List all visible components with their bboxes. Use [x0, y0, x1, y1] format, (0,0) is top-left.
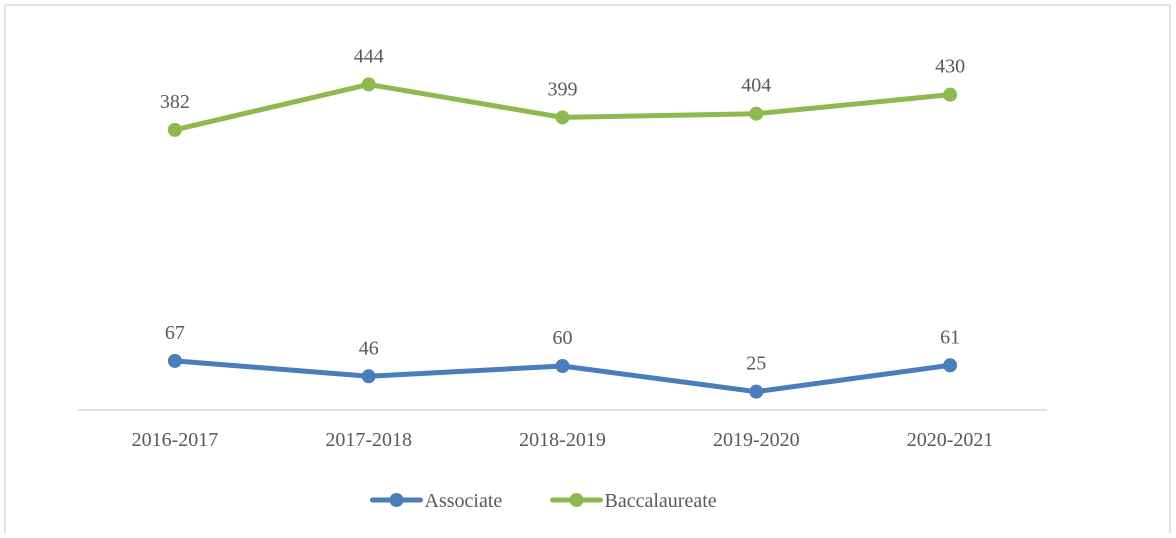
- data-label-baccalaureate: 430: [935, 56, 965, 78]
- data-point-associate: [943, 358, 958, 373]
- data-point-associate: [361, 369, 376, 384]
- data-label-baccalaureate: 382: [160, 91, 190, 113]
- x-tick-label: 2018-2019: [519, 429, 606, 451]
- data-label-baccalaureate: 404: [741, 75, 771, 97]
- data-point-associate: [749, 384, 764, 399]
- data-label-associate: 61: [940, 326, 960, 348]
- legend-marker-baccalaureate: [569, 493, 584, 507]
- data-point-baccalaureate: [555, 110, 570, 125]
- data-point-baccalaureate: [167, 122, 182, 137]
- plot-area: 2016-2017 2017-2018 2018-2019 2019-2020 2020…: [78, 45, 1047, 451]
- x-tick-label: 2017-2018: [325, 429, 412, 451]
- data-label-associate: 67: [165, 322, 185, 344]
- x-tick-label: 2019-2020: [713, 429, 800, 451]
- legend: Associate Baccalaureate: [370, 490, 717, 512]
- data-label-associate: 25: [746, 353, 766, 375]
- data-label-baccalaureate: 399: [548, 78, 578, 100]
- data-label-baccalaureate: 444: [354, 45, 384, 67]
- data-point-baccalaureate: [943, 87, 958, 102]
- data-label-associate: 46: [359, 337, 379, 359]
- legend-marker-associate: [389, 493, 404, 507]
- data-point-associate: [555, 359, 570, 373]
- legend-label-baccalaureate: Baccalaureate: [605, 490, 717, 512]
- data-point-baccalaureate: [749, 106, 764, 121]
- data-point-baccalaureate: [361, 77, 376, 92]
- data-label-associate: 60: [553, 327, 573, 349]
- data-point-associate: [167, 353, 182, 368]
- x-tick-label: 2016-2017: [132, 429, 219, 451]
- x-tick-label: 2020-2021: [907, 429, 994, 451]
- legend-label-associate: Associate: [425, 490, 503, 512]
